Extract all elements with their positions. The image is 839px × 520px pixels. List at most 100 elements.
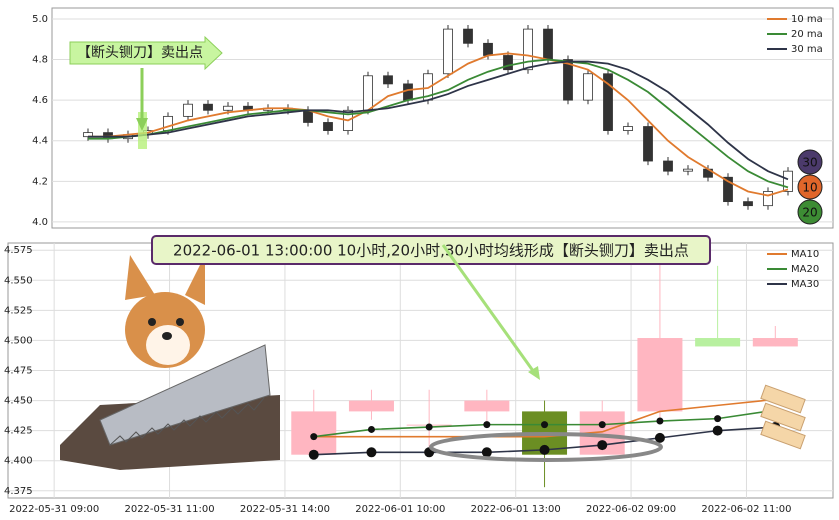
sticky-note <box>760 420 806 450</box>
end-badge <box>797 149 823 175</box>
candle-body <box>443 28 453 75</box>
legend-label: 20 ma <box>791 29 823 40</box>
ma-point <box>712 425 723 436</box>
annotation-box <box>69 35 223 71</box>
ma-line <box>88 60 789 181</box>
ma-point <box>367 425 375 433</box>
y-tick-label: 4.575 <box>4 245 33 256</box>
candle-body <box>383 75 393 85</box>
candle-body <box>223 105 233 111</box>
candle-body <box>683 168 693 172</box>
legend-label: 30 ma <box>791 44 823 55</box>
candle-body <box>743 201 753 207</box>
pointer-arrowhead <box>528 366 540 380</box>
end-badge-label: 20 <box>802 206 817 220</box>
candle-body <box>523 28 533 71</box>
x-tick-label: 2022-05-31 09:00 <box>9 504 99 515</box>
y-tick-label: 4.6 <box>32 95 48 106</box>
legend-label: MA10 <box>791 249 819 260</box>
candle-body <box>563 59 573 101</box>
highlight <box>138 112 147 149</box>
legend-label: MA30 <box>791 279 819 290</box>
ma-point <box>483 421 491 429</box>
sticky-note <box>760 402 806 432</box>
x-tick-label: 2022-06-02 11:00 <box>701 504 791 515</box>
dog-eye <box>148 318 156 326</box>
legend-label: 10 ma <box>791 14 823 25</box>
y-tick-label: 4.400 <box>4 456 33 467</box>
x-tick-label: 2022-06-01 10:00 <box>355 504 445 515</box>
end-badge <box>797 174 823 200</box>
x-tick-label: 2022-06-01 13:00 <box>471 504 561 515</box>
saw-teeth <box>109 397 265 446</box>
y-tick-label: 4.0 <box>32 217 48 228</box>
ma-point <box>654 432 665 443</box>
candle-body <box>503 55 513 71</box>
candle-body <box>603 73 613 131</box>
candle-body <box>323 122 333 131</box>
ma-point <box>714 415 722 423</box>
dog-ear <box>185 255 205 305</box>
dog-eye <box>176 318 184 326</box>
banner-group: 2022-06-01 13:00:00 10小时,20小时,30小时均线形成【断… <box>151 235 711 265</box>
dog-face <box>146 325 190 365</box>
ma-point <box>598 421 606 429</box>
candle-body <box>348 400 394 412</box>
banner-box <box>151 235 711 265</box>
ma-point <box>656 417 664 425</box>
candle-body <box>752 338 798 347</box>
y-tick-label: 4.450 <box>4 396 33 407</box>
candle-body <box>695 338 741 347</box>
candle-body <box>464 400 510 412</box>
y-tick-label: 4.425 <box>4 426 33 437</box>
highlight-ring <box>429 432 663 462</box>
y-tick-label: 4.2 <box>32 176 48 187</box>
candle-body <box>403 83 413 101</box>
candle-body <box>363 75 373 111</box>
candle-body <box>723 176 733 203</box>
candle-body <box>763 191 773 207</box>
end-badge-label: 30 <box>802 156 817 170</box>
sticky-note <box>760 384 806 414</box>
pointer-arrow <box>441 244 538 376</box>
candle-body <box>203 103 213 111</box>
banner: 2022-06-01 13:00:00 10小时,20小时,30小时均线形成【断… <box>173 242 689 260</box>
ma-point <box>597 440 608 451</box>
plot: 4.0 4.2 4.4 4.6 4.8 5.0 10 ma 20 ma 30 ma <box>32 7 834 229</box>
saw-blade <box>99 344 271 446</box>
legend-label: MA20 <box>791 264 819 275</box>
ma-line <box>88 52 789 197</box>
candle-body <box>643 126 653 162</box>
dog-ear <box>125 255 155 300</box>
y-tick-label: 4.550 <box>4 275 33 286</box>
x-tick-label: 2022-05-31 14:00 <box>240 504 330 515</box>
candle-body <box>483 42 493 56</box>
ma-point <box>366 447 377 458</box>
candle-body <box>291 411 337 455</box>
ma-point <box>481 447 492 458</box>
candle-body <box>637 338 683 412</box>
y-tick-label: 4.525 <box>4 305 33 316</box>
candle-body <box>783 170 793 192</box>
ma-point <box>425 423 433 431</box>
ma-point <box>308 449 319 460</box>
end-badge-label: 10 <box>802 181 817 195</box>
y-tick-label: 4.475 <box>4 366 33 377</box>
ma-point <box>541 421 549 429</box>
y-tick-label: 4.500 <box>4 335 33 346</box>
ma-point <box>310 433 318 441</box>
candle-body <box>463 28 473 44</box>
candle-body <box>183 103 193 117</box>
x-tick-label: 2022-06-02 09:00 <box>586 504 676 515</box>
annotation-arrowhead <box>136 118 148 131</box>
end-badge <box>797 199 823 225</box>
ma-line <box>313 398 776 438</box>
y-tick-label: 5.0 <box>32 14 48 25</box>
ma-point <box>539 444 550 455</box>
ma-line <box>88 58 789 189</box>
candle-body <box>583 73 593 101</box>
y-tick-label: 4.375 <box>4 486 33 497</box>
y-tick-label: 4.4 <box>32 136 48 147</box>
decoration <box>60 255 280 470</box>
candle-body <box>543 28 553 60</box>
